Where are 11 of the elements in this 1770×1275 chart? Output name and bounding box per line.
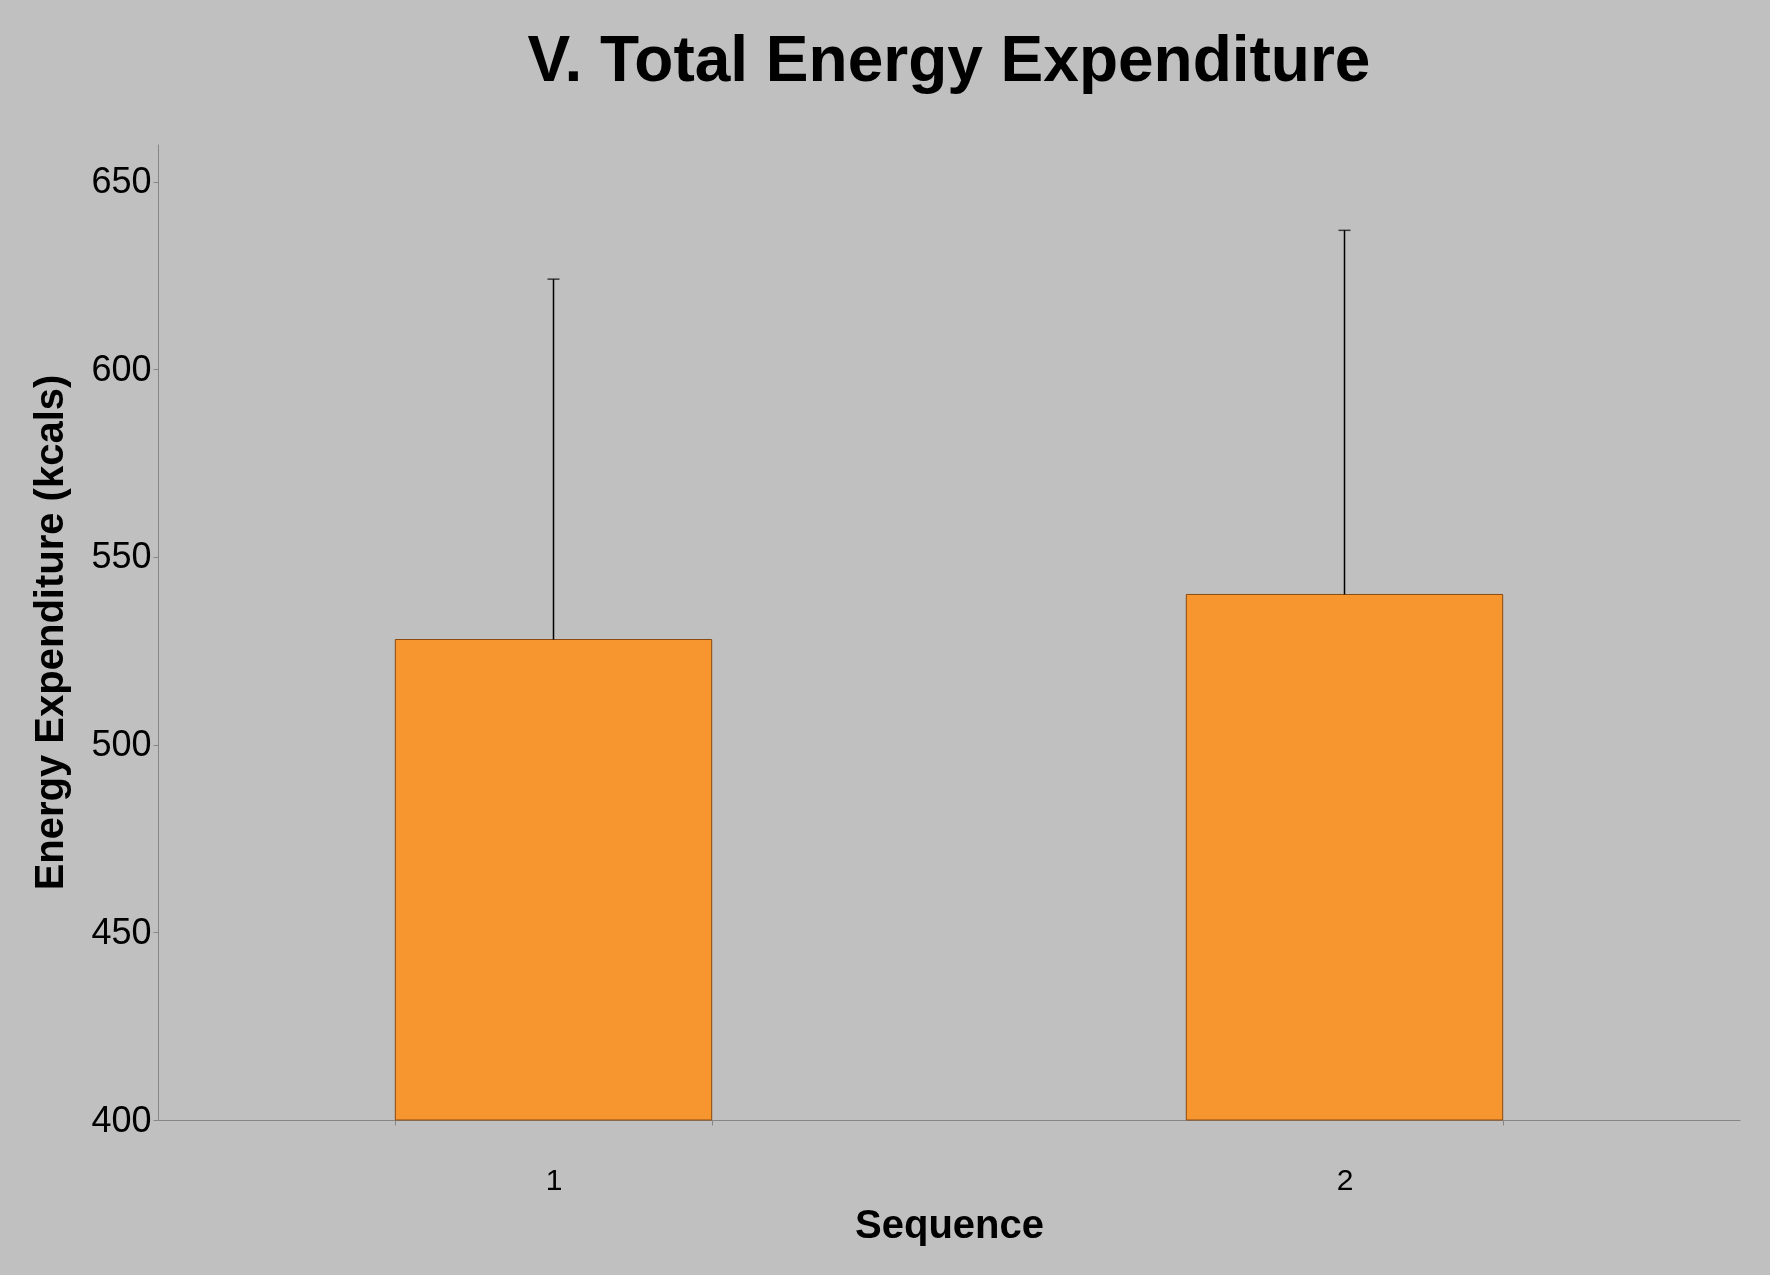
y-tick-label: 650 (91, 160, 152, 202)
x-tick-label: 1 (545, 1162, 563, 1196)
y-axis-title: Energy Expenditure (kcals) (27, 374, 72, 891)
x-axis-title: Sequence (855, 1201, 1044, 1246)
y-tick-label: 550 (91, 535, 152, 577)
x-tick-label: 2 (1336, 1162, 1354, 1196)
y-tick-label: 500 (91, 723, 152, 765)
chart-title: V. Total Energy Expenditure (527, 23, 1371, 95)
y-tick-label: 400 (91, 1098, 152, 1140)
y-tick-label: 450 (91, 910, 152, 952)
y-tick-label: 600 (91, 347, 152, 389)
